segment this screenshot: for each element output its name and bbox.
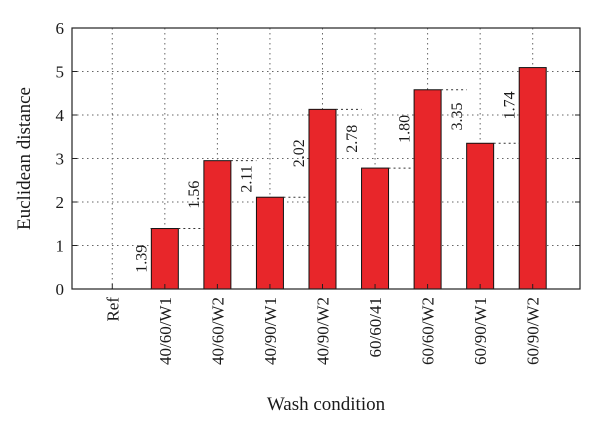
- y-tick-label: 3: [56, 150, 65, 169]
- y-tick-label: 2: [56, 193, 65, 212]
- x-tick-label: 40/90/W2: [313, 297, 332, 365]
- x-tick-label: 60/90/W2: [524, 297, 543, 365]
- bar: [203, 160, 232, 290]
- x-axis-label: Wash condition: [267, 394, 386, 415]
- difference-label: 1.74: [501, 91, 518, 119]
- bar: [466, 142, 495, 290]
- x-tick-label: 40/90/W1: [261, 297, 280, 365]
- bar-annotations: 1.39 1.56 2.11 2.02 2.78 1.80 3.35 1.74: [134, 91, 519, 272]
- difference-label: 2.11: [239, 165, 256, 192]
- bar: [361, 167, 390, 290]
- y-tick-label: 1: [56, 237, 65, 256]
- x-tick-label: 60/90/W1: [471, 297, 490, 365]
- difference-label: 1.80: [396, 115, 413, 143]
- y-tick-label: 6: [56, 19, 65, 38]
- bar: [255, 196, 284, 290]
- y-tick-label: 4: [56, 106, 65, 125]
- x-axis-ticks: Ref 40/60/W1 40/60/W2 40/90/W1 40/90/W2 60/60…: [103, 284, 543, 365]
- y-axis-ticks: 0 1 2 3 4 5 6: [56, 19, 580, 299]
- x-tick-label: Ref: [103, 297, 122, 322]
- y-tick-label: 5: [56, 63, 65, 82]
- difference-label: 1.56: [186, 181, 203, 209]
- annotation-connector-lines: [150, 89, 520, 230]
- bar: [413, 89, 442, 290]
- bar: [518, 67, 547, 290]
- bar: [150, 228, 179, 290]
- difference-label: 1.39: [134, 245, 151, 273]
- x-tick-label: 60/60/W2: [419, 297, 438, 365]
- x-tick-label: 40/60/W2: [208, 297, 227, 365]
- difference-label: 3.35: [449, 103, 466, 131]
- x-tick-label: 60/60/41: [366, 297, 385, 357]
- x-tick-label: 40/60/W1: [156, 297, 175, 365]
- bar: [308, 108, 337, 290]
- difference-label: 2.78: [344, 125, 361, 153]
- y-tick-label: 0: [56, 280, 65, 299]
- bars: [150, 67, 547, 290]
- y-axis-label: Euclidean distance: [14, 87, 35, 230]
- difference-label: 2.02: [291, 139, 308, 167]
